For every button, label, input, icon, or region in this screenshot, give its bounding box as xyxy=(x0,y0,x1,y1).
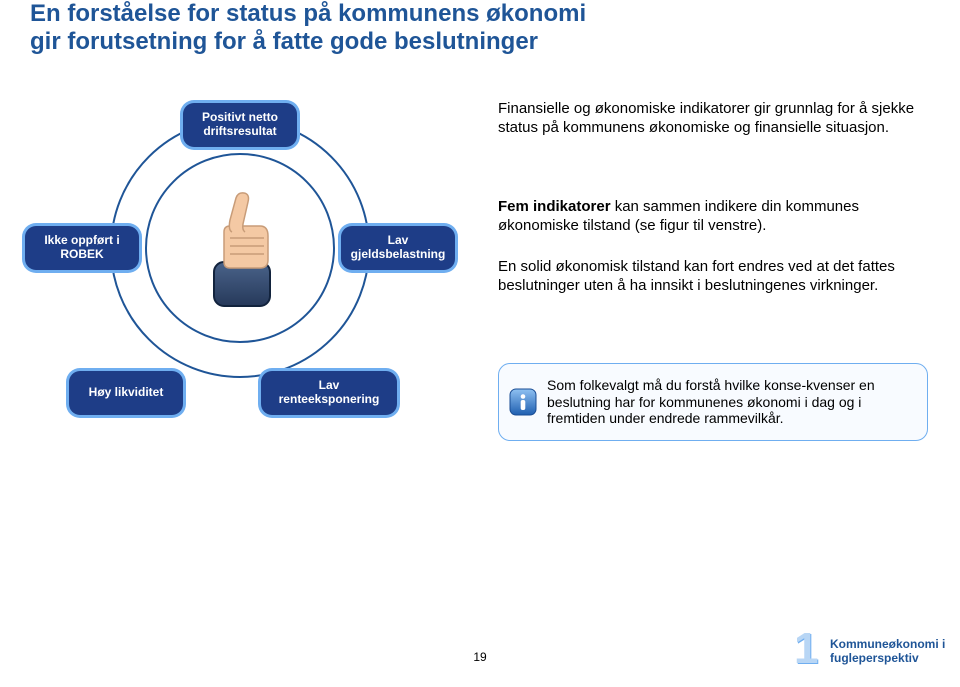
thumbs-up-icon xyxy=(202,188,282,308)
paragraph-indicators: Fem indikatorer kan sammen indikere din … xyxy=(498,198,928,236)
indicator-label: Lavgjeldsbelastning xyxy=(341,226,455,270)
title-line2: gir forutsetning for å fatte gode beslut… xyxy=(30,28,538,55)
paragraph-indicators-bold: Fem indikatorer xyxy=(498,198,611,215)
indicator-positivt-netto: Positivt nettodriftsresultat xyxy=(180,100,300,150)
indicator-label: Lavrenteeksponering xyxy=(261,371,397,415)
slide-content: Positivt nettodriftsresultatIkke oppført… xyxy=(30,78,930,548)
indicator-lav-gjeld: Lavgjeldsbelastning xyxy=(338,223,458,273)
chapter-label: Kommuneøkonomi i fugleperspektiv xyxy=(830,638,945,666)
chapter-label-l2: fugleperspektiv xyxy=(830,651,919,665)
indicator-ikke-robek: Ikke oppført iROBEK xyxy=(22,223,142,273)
callout-text: Som folkevalgt må du forstå hvilke konse… xyxy=(547,377,915,427)
indicator-label: Høy likviditet xyxy=(69,371,183,415)
paragraph-intro: Finansielle og økonomiske indikatorer gi… xyxy=(498,100,918,138)
paragraph-warning: En solid økonomisk tilstand kan fort end… xyxy=(498,258,928,296)
chapter-label-l1: Kommuneøkonomi i xyxy=(830,637,945,651)
indicator-label: Ikke oppført iROBEK xyxy=(25,226,139,270)
chapter-number-icon: 1 xyxy=(794,624,818,674)
indicator-lav-rente: Lavrenteeksponering xyxy=(258,368,400,418)
slide-title: En forståelse for status på kommunens øk… xyxy=(30,0,586,57)
slide-page: En forståelse for status på kommunens øk… xyxy=(0,0,960,687)
indicator-hoy-likviditet: Høy likviditet xyxy=(66,368,186,418)
paragraph-warning-text: En solid økonomisk tilstand kan fort end… xyxy=(498,258,895,294)
info-icon xyxy=(509,388,537,416)
indicator-label: Positivt nettodriftsresultat xyxy=(183,103,297,147)
paragraph-intro-text: Finansielle og økonomiske indikatorer gi… xyxy=(498,100,914,136)
title-line1: En forståelse for status på kommunens øk… xyxy=(30,0,586,27)
info-callout: Som folkevalgt må du forstå hvilke konse… xyxy=(498,363,928,441)
indicator-diagram: Positivt nettodriftsresultatIkke oppført… xyxy=(30,78,450,548)
